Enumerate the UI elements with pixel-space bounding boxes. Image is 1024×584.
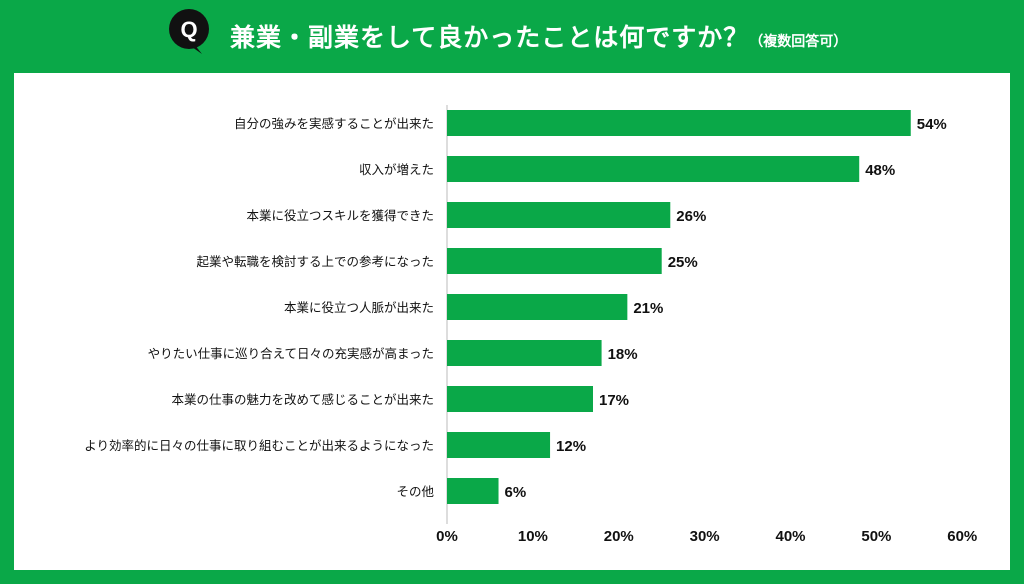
- category-label: その他: [396, 484, 434, 499]
- category-label: より効率的に日々の仕事に取り組むことが出来るようになった: [84, 438, 434, 453]
- question-text: 兼業・副業をして良かったことは何ですか？: [230, 23, 750, 52]
- value-label: 12%: [556, 438, 586, 455]
- question-badge-letter: Q: [180, 17, 197, 42]
- value-label: 21%: [633, 300, 663, 317]
- value-label: 54%: [917, 116, 947, 133]
- x-tick-label: 30%: [690, 528, 720, 545]
- bar: [447, 294, 628, 320]
- question-bubble-icon: Q: [169, 9, 209, 54]
- value-label: 26%: [676, 208, 706, 225]
- category-label: 本業に役立つスキルを獲得できた: [246, 208, 434, 223]
- value-label: 6%: [505, 484, 527, 501]
- value-label: 25%: [668, 254, 698, 271]
- bar: [447, 248, 662, 274]
- question-title: 兼業・副業をして良かったことは何ですか？（複数回答可）: [230, 18, 847, 58]
- bar: [447, 202, 671, 228]
- x-tick-label: 50%: [861, 528, 891, 545]
- category-label: 本業の仕事の魅力を改めて感じることが出来た: [171, 392, 434, 407]
- x-tick-label: 60%: [947, 528, 977, 545]
- value-label: 18%: [608, 346, 638, 363]
- category-label: 自分の強みを実感することが出来た: [234, 116, 434, 131]
- bar: [447, 110, 911, 136]
- x-tick-label: 40%: [776, 528, 806, 545]
- chart-panel: 自分の強みを実感することが出来た 54% 収入が増えた 48% 本業に役立つスキルを獲得…: [14, 73, 1010, 570]
- question-note: （複数回答可）: [749, 34, 848, 50]
- bar: [447, 478, 499, 504]
- bar-chart: 自分の強みを実感することが出来た 54% 収入が増えた 48% 本業に役立つスキルを獲得…: [84, 105, 977, 545]
- x-tick-label: 10%: [518, 528, 548, 545]
- category-label: 収入が増えた: [359, 162, 434, 177]
- header: Q 兼業・副業をして良かったことは何ですか？（複数回答可）: [0, 0, 1024, 72]
- x-tick-label: 0%: [436, 528, 458, 545]
- category-label: 本業に役立つ人脈が出来た: [284, 300, 434, 315]
- bar: [447, 432, 551, 458]
- value-label: 48%: [865, 162, 895, 179]
- bar: [447, 386, 593, 412]
- bar: [447, 156, 860, 182]
- x-tick-label: 20%: [604, 528, 634, 545]
- category-label: やりたい仕事に巡り合えて日々の充実感が高まった: [148, 346, 434, 361]
- value-label: 17%: [599, 392, 629, 409]
- category-label: 起業や転職を検討する上での参考になった: [196, 254, 434, 269]
- bar: [447, 340, 602, 366]
